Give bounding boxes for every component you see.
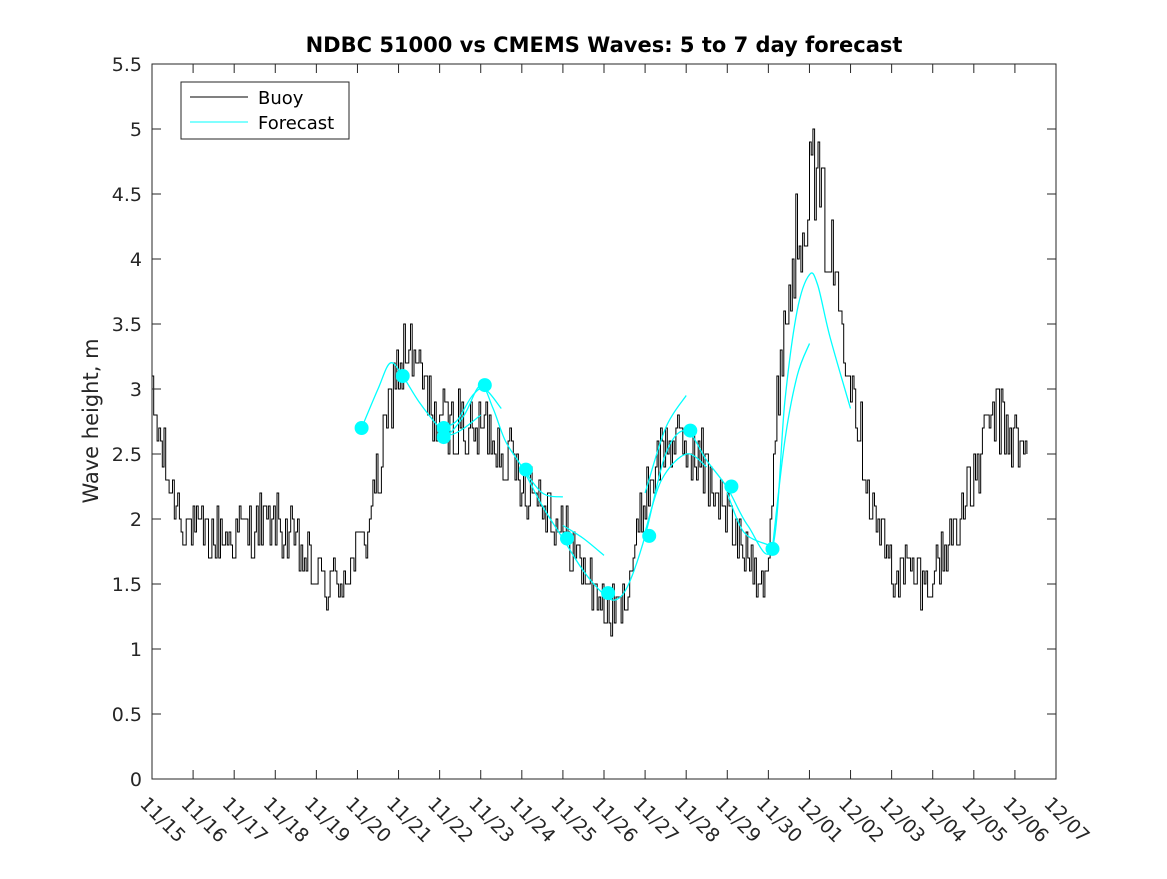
y-tick-label: 0.5 [112, 704, 142, 726]
forecast-marker-3 [436, 430, 451, 445]
forecast-run-line-4 [644, 395, 687, 494]
y-tick-label: 2 [130, 509, 142, 531]
y-tick-label: 0 [130, 769, 142, 791]
y-tick-label: 1.5 [112, 574, 142, 596]
forecast-marker-1 [395, 369, 410, 383]
forecast-run-line-3 [562, 524, 605, 556]
plot-layer [152, 128, 1028, 637]
forecast-marker-5 [518, 462, 533, 477]
forecast-marker-0 [354, 421, 369, 435]
forecast-marker-4 [477, 378, 492, 393]
forecast-marker-10 [724, 479, 739, 494]
forecast-marker-7 [601, 586, 616, 601]
chart-title: NDBC 51000 vs CMEMS Waves: 5 to 7 day fo… [306, 33, 903, 57]
forecast-run-line-5 [644, 453, 708, 533]
buoy-series-line [152, 128, 1028, 637]
legend-label-forecast: Forecast [258, 113, 334, 134]
y-tick-label: 2.5 [112, 444, 142, 466]
forecast-run-line-1 [439, 387, 502, 429]
y-tick-label: 3 [130, 379, 142, 401]
legend-label-buoy: Buoy [258, 88, 304, 109]
y-tick-label: 5.5 [112, 54, 142, 76]
forecast-marker-9 [683, 423, 698, 438]
forecast-run-line-6 [726, 492, 769, 546]
y-tick-label: 4.5 [112, 184, 142, 206]
y-tick-label: 4 [130, 249, 142, 271]
forecast-marker-11 [765, 541, 780, 556]
y-tick-label: 3.5 [112, 314, 142, 336]
y-tick-label: 1 [130, 639, 142, 661]
forecast-marker-8 [642, 528, 657, 543]
y-tick-label: 5 [130, 119, 142, 141]
legend: Buoy Forecast [180, 81, 350, 140]
forecast-marker-6 [560, 531, 574, 546]
forecast-run-line-7 [771, 343, 811, 548]
legend-box [180, 81, 350, 140]
y-axis-label: Wave height, m [79, 338, 103, 503]
